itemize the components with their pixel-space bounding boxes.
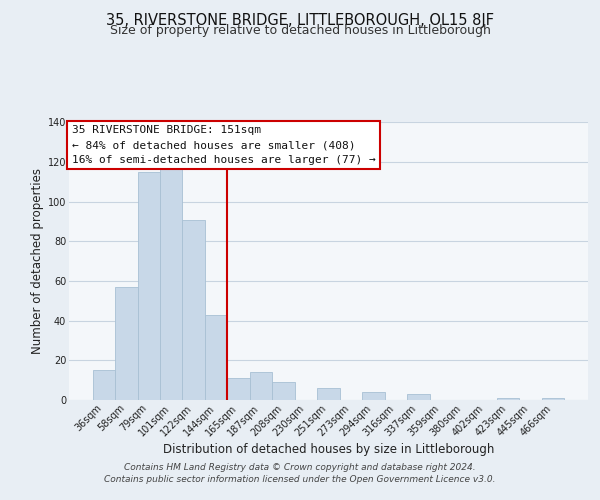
Bar [227,378,250,400]
Text: 35, RIVERSTONE BRIDGE, LITTLEBOROUGH, OL15 8JF: 35, RIVERSTONE BRIDGE, LITTLEBOROUGH, OL… [106,12,494,28]
Bar [205,315,227,400]
Bar [250,372,272,400]
X-axis label: Distribution of detached houses by size in Littleborough: Distribution of detached houses by size … [163,443,494,456]
Bar [497,398,520,400]
Bar [182,220,205,400]
Text: Contains HM Land Registry data © Crown copyright and database right 2024.: Contains HM Land Registry data © Crown c… [124,462,476,471]
Bar [362,392,385,400]
Bar [407,394,430,400]
Y-axis label: Number of detached properties: Number of detached properties [31,168,44,354]
Bar [115,287,137,400]
Text: 35 RIVERSTONE BRIDGE: 151sqm
← 84% of detached houses are smaller (408)
16% of s: 35 RIVERSTONE BRIDGE: 151sqm ← 84% of de… [71,126,376,165]
Bar [92,370,115,400]
Bar [317,388,340,400]
Text: Size of property relative to detached houses in Littleborough: Size of property relative to detached ho… [110,24,490,37]
Text: Contains public sector information licensed under the Open Government Licence v3: Contains public sector information licen… [104,475,496,484]
Bar [272,382,295,400]
Bar [137,172,160,400]
Bar [542,398,565,400]
Bar [160,166,182,400]
